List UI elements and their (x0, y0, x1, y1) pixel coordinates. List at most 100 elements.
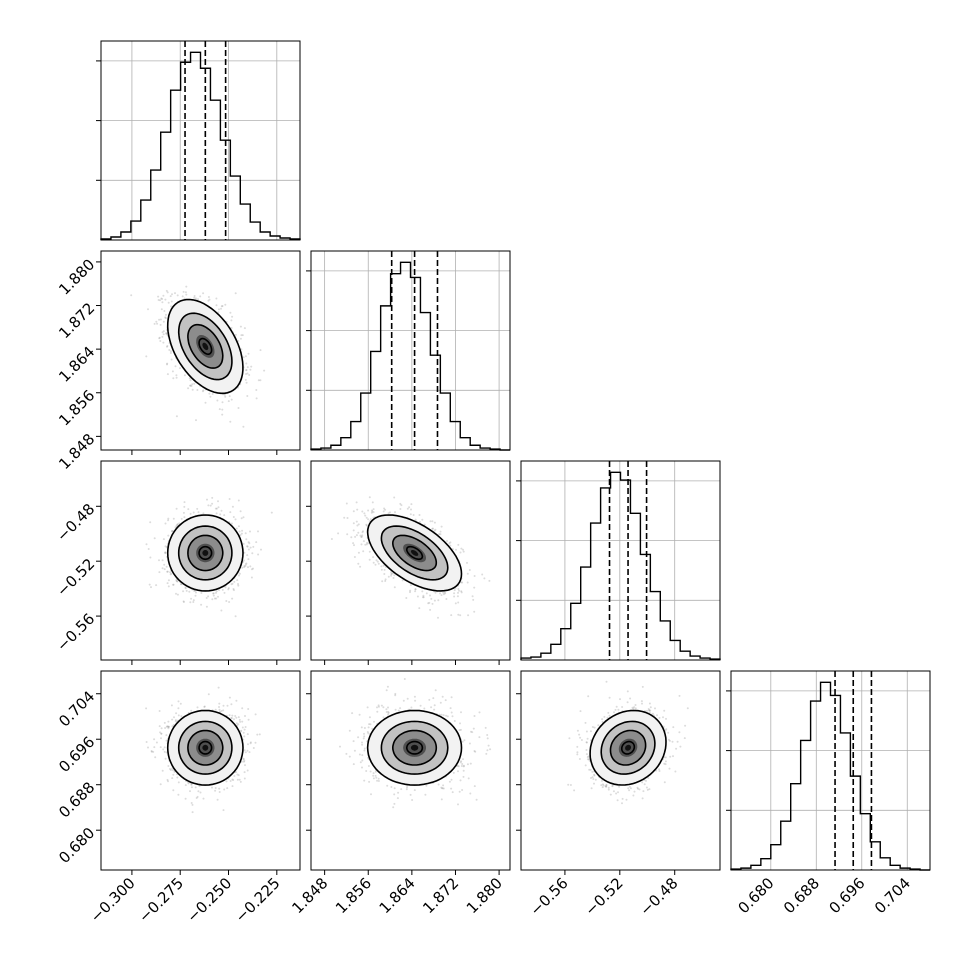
scatter-point (169, 573, 172, 576)
panel-2-2 (516, 460, 721, 661)
scatter-point (175, 592, 177, 595)
scatter-point (172, 789, 175, 792)
panel-1-1 (306, 250, 511, 451)
scatter-point (377, 562, 380, 565)
scatter-point (232, 516, 235, 518)
scatter-point (238, 574, 240, 577)
scatter-point (164, 298, 167, 301)
scatter-point (200, 603, 203, 606)
scatter-point (163, 568, 166, 571)
panel-frame (520, 460, 721, 661)
scatter-point (196, 706, 199, 709)
scatter-point (217, 500, 219, 503)
scatter-point (242, 425, 245, 428)
scatter-point (362, 530, 364, 533)
scatter-point (202, 292, 205, 295)
scatter-point (166, 362, 169, 365)
scatter-point (167, 579, 170, 582)
y-tick-label: −0.48 (53, 500, 98, 545)
scatter-point (220, 307, 222, 310)
scatter-point (191, 388, 194, 391)
scatter-point (459, 551, 462, 554)
scatter-point (337, 532, 340, 535)
scatter-point (158, 710, 161, 712)
scatter-point (159, 323, 162, 326)
scatter-point (357, 562, 360, 565)
scatter-point (431, 520, 434, 523)
scatter-point (217, 686, 220, 689)
scatter-point (184, 586, 187, 589)
scatter-point (239, 510, 242, 513)
scatter-point (215, 297, 218, 300)
scatter-point (381, 580, 384, 583)
scatter-point (209, 504, 212, 507)
scatter-point (375, 559, 378, 562)
scatter-point (384, 508, 387, 511)
scatter-point (176, 593, 179, 596)
scatter-point (466, 581, 469, 584)
scatter-point (357, 531, 360, 534)
scatter-point (418, 514, 421, 516)
scatter-point (175, 374, 178, 377)
scatter-point (194, 594, 197, 597)
scatter-point (197, 298, 199, 301)
scatter-point (353, 556, 356, 558)
scatter-point (145, 355, 148, 358)
scatter-point (158, 559, 160, 562)
histogram-2 (520, 471, 721, 660)
scatter-point (167, 301, 170, 304)
scatter-point (228, 498, 231, 500)
scatter-point (157, 299, 160, 301)
scatter-point (237, 340, 240, 342)
scatter-point (166, 345, 168, 348)
scatter-point (431, 602, 434, 605)
scatter-point (219, 513, 222, 516)
scatter-point (189, 512, 192, 515)
scatter-point (462, 548, 464, 551)
scatter-point (359, 534, 362, 537)
scatter-point (392, 577, 395, 579)
scatter-point (235, 699, 238, 702)
y-tick-label: 1.880 (55, 256, 98, 299)
scatter-point (158, 318, 161, 321)
scatter-point (190, 385, 193, 387)
scatter-point (247, 566, 249, 569)
scatter-point (249, 368, 252, 371)
scatter-point (245, 373, 247, 375)
scatter-point (230, 319, 233, 322)
scatter-point (192, 599, 195, 602)
scatter-point (428, 601, 431, 604)
scatter-point (439, 530, 442, 533)
scatter-point (148, 583, 151, 586)
scatter-point (259, 379, 262, 382)
scatter-point (220, 305, 223, 308)
scatter-point (429, 594, 431, 597)
scatter-point (168, 349, 171, 351)
scatter-point (244, 355, 247, 358)
scatter-point (244, 378, 247, 381)
scatter-point (434, 591, 437, 594)
scatter-point (229, 420, 232, 423)
scatter-point (361, 534, 364, 537)
scatter-point (394, 511, 396, 514)
scatter-point (150, 586, 152, 589)
scatter-point (130, 294, 133, 297)
scatter-point (237, 499, 240, 502)
scatter-point (172, 583, 175, 586)
scatter-point (167, 517, 170, 520)
scatter-point (246, 749, 249, 752)
scatter-point (433, 521, 436, 524)
scatter-point (212, 594, 215, 597)
scatter-point (158, 336, 161, 339)
scatter-point (193, 382, 196, 385)
panel-0-0 (96, 40, 301, 241)
scatter-point (430, 597, 433, 600)
scatter-point (250, 365, 253, 368)
scatter-point (162, 330, 165, 333)
scatter-point (147, 548, 150, 550)
scatter-point (242, 356, 245, 359)
scatter-point (161, 331, 164, 334)
scatter-point (251, 552, 254, 555)
scatter-point (202, 797, 205, 800)
scatter-point (453, 595, 456, 598)
